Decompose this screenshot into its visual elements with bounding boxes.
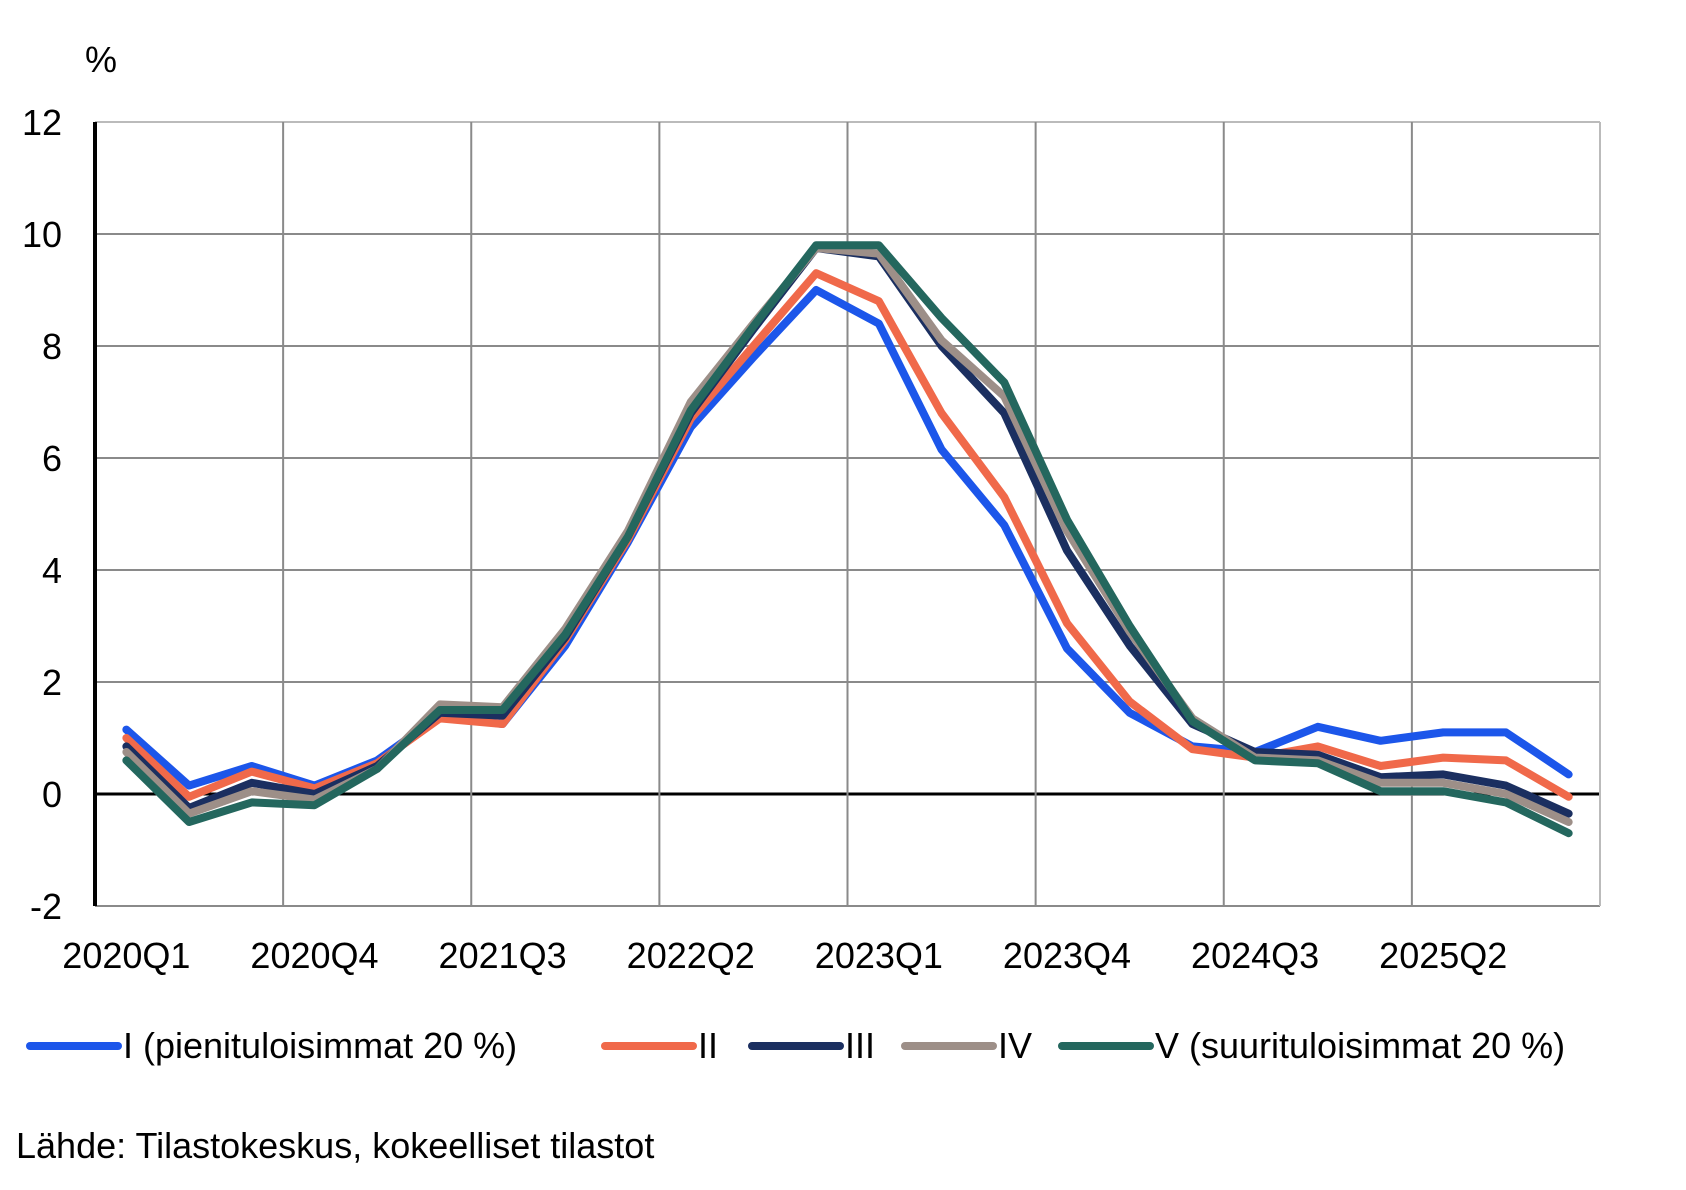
legend-label: I (pienituloisimmat 20 %) [123, 1025, 517, 1066]
x-tick-label: 2023Q4 [1003, 935, 1131, 976]
x-tick-label: 2025Q2 [1379, 935, 1507, 976]
y-tick-label: 0 [42, 774, 62, 815]
y-tick-label: 10 [22, 214, 62, 255]
y-tick-labels: -2 0 2 4 6 8 10 12 [22, 102, 62, 927]
x-tick-label: 2022Q2 [627, 935, 755, 976]
legend-label: IV [998, 1025, 1032, 1066]
y-tick-label: 2 [42, 662, 62, 703]
y-tick-label: 4 [42, 550, 62, 591]
source-note: Lähde: Tilastokeskus, kokeelliset tilast… [16, 1125, 654, 1166]
legend-item: II [601, 1025, 718, 1066]
y-tick-label: 12 [22, 102, 62, 143]
x-tick-label: 2021Q3 [439, 935, 567, 976]
series-line-5 [122, 241, 1573, 838]
y-axis-label: % [85, 39, 117, 80]
y-tick-label: 6 [42, 438, 62, 479]
legend-item: III [748, 1025, 875, 1066]
x-tick-label: 2020Q4 [250, 935, 378, 976]
legend-item: IV [901, 1025, 1032, 1066]
x-tick-label: 2020Q1 [62, 935, 190, 976]
y-tick-label: 8 [42, 326, 62, 367]
legend-label: III [845, 1025, 875, 1066]
legend: I (pienituloisimmat 20 %) II III IV V (suuri… [26, 1025, 1565, 1066]
legend-item: V (suurituloisimmat 20 %) [1058, 1025, 1565, 1066]
legend-label: V (suurituloisimmat 20 %) [1155, 1025, 1565, 1066]
x-tick-labels: 2020Q1 2020Q4 2021Q3 2022Q2 2023Q1 2023Q4 2024… [62, 935, 1507, 976]
x-tick-label: 2023Q1 [815, 935, 943, 976]
legend-label: II [698, 1025, 718, 1066]
y-tick-label: -2 [30, 886, 62, 927]
series-lines [122, 241, 1573, 838]
x-tick-label: 2024Q3 [1191, 935, 1319, 976]
legend-item: I (pienituloisimmat 20 %) [26, 1025, 517, 1066]
